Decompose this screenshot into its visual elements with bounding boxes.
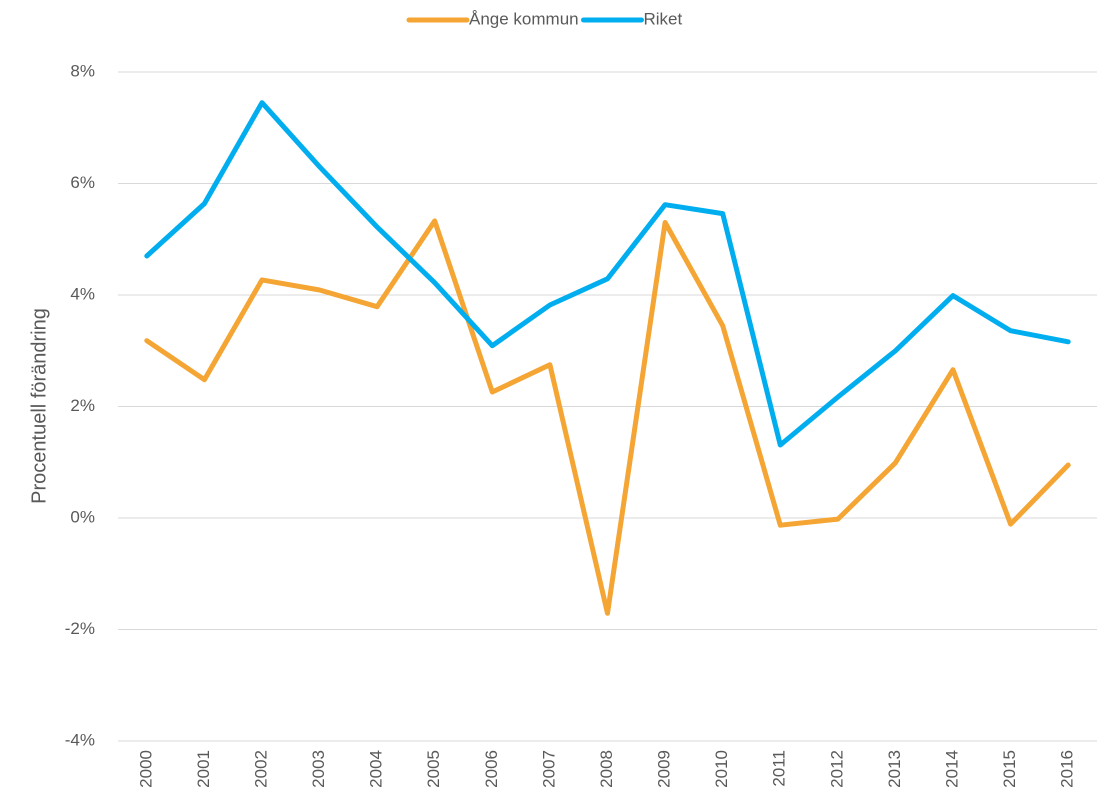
x-tick-label: 2005 (424, 750, 443, 788)
x-tick-label: 2014 (943, 750, 962, 788)
x-tick-label: 2004 (367, 750, 386, 788)
x-tick-label: 2010 (712, 750, 731, 788)
line-series (144, 100, 1071, 448)
legend-label: Riket (644, 9, 683, 28)
y-tick-label: 8% (70, 61, 95, 80)
y-tick-label: 4% (70, 284, 95, 303)
x-tick-label: 2016 (1058, 750, 1077, 788)
x-tick-label: 2012 (827, 750, 846, 788)
y-tick-label: -4% (65, 730, 95, 749)
x-tick-label: 2008 (597, 750, 616, 788)
line-series (144, 218, 1071, 616)
x-tick-label: 2011 (770, 750, 789, 787)
y-tick-label: 0% (70, 507, 95, 526)
x-tick-label: 2003 (309, 750, 328, 788)
x-tick-label: 2009 (655, 750, 674, 788)
x-tick-label: 2002 (251, 750, 270, 788)
y-tick-label: 6% (70, 173, 95, 192)
x-tick-label: 2015 (1000, 750, 1019, 788)
y-tick-label: -2% (65, 619, 95, 638)
x-tick-label: 2000 (136, 750, 155, 788)
x-tick-label: 2013 (885, 750, 904, 788)
legend-label: Ånge kommun (469, 9, 579, 28)
x-tick-label: 2001 (194, 750, 213, 788)
x-tick-label: 2007 (539, 750, 558, 788)
y-tick-label: 2% (70, 396, 95, 415)
y-axis-label: Procentuell förändring (28, 308, 50, 504)
x-tick-label: 2006 (482, 750, 501, 788)
